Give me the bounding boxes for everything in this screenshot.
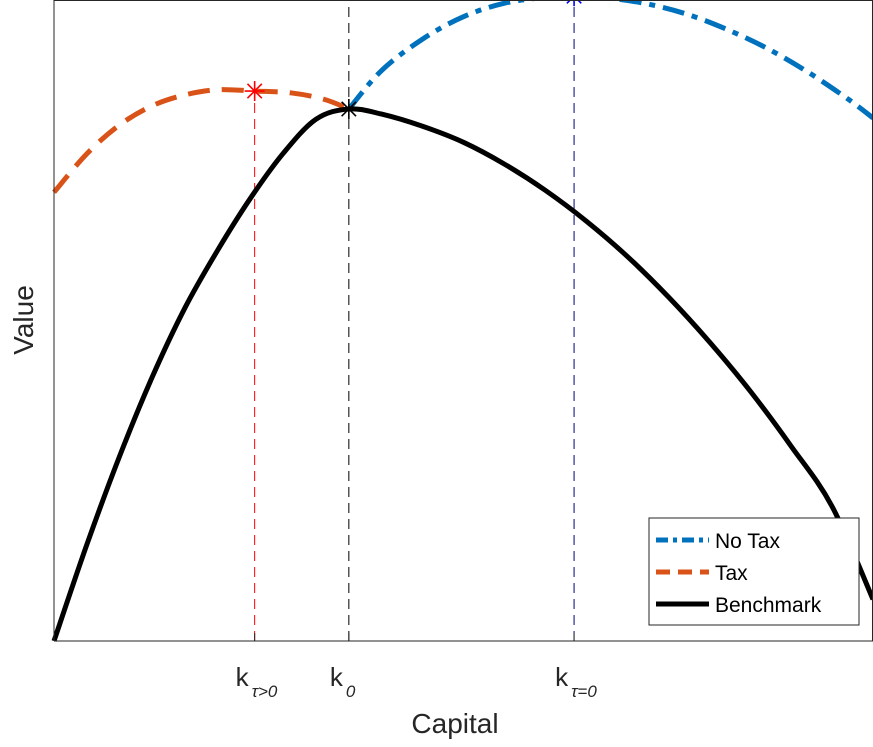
legend-label-0: No Tax <box>715 530 780 553</box>
x-tick-label-2: k <box>555 662 569 692</box>
x-tick-subscript-2: τ=0 <box>571 682 597 701</box>
x-tick-subscript-0: τ>0 <box>252 682 278 701</box>
series-line-benchmark <box>51 106 873 642</box>
series-line-no-tax <box>346 0 873 120</box>
series-group <box>51 0 873 642</box>
series-line-tax <box>52 87 350 194</box>
x-tick-label-1: k <box>330 662 344 692</box>
markers-group <box>244 0 582 119</box>
x-axis-label: Capital <box>411 708 498 739</box>
optimum-marker-1 <box>338 98 359 119</box>
optimum-marker-0 <box>244 81 265 102</box>
legend-label-2: Benchmark <box>715 594 822 617</box>
y-axis-label: Value <box>8 285 39 355</box>
x-tick-subscript-1: 0 <box>346 682 356 701</box>
legend-label-1: Tax <box>715 562 748 585</box>
x-tick-label-0: k <box>236 662 250 692</box>
legend: No Tax Tax Benchmark <box>648 517 860 626</box>
x-ticks: k τ>0 k 0 k τ=0 <box>236 633 597 701</box>
